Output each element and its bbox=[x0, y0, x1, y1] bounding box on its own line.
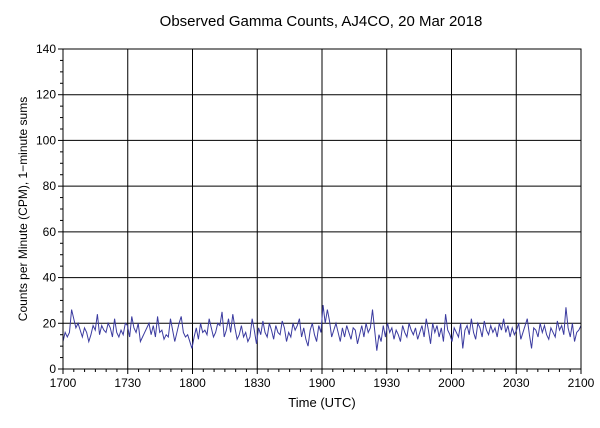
y-tick-label: 60 bbox=[43, 225, 57, 239]
x-tick-label: 1930 bbox=[373, 376, 400, 390]
chart-title: Observed Gamma Counts, AJ4CO, 20 Mar 201… bbox=[160, 13, 483, 30]
y-tick-label: 40 bbox=[43, 271, 57, 285]
x-tick-label: 1800 bbox=[179, 376, 206, 390]
y-tick-label: 20 bbox=[43, 316, 57, 330]
x-tick-label: 1730 bbox=[114, 376, 141, 390]
x-tick-label: 1700 bbox=[50, 376, 77, 390]
x-tick-label: 2100 bbox=[568, 376, 595, 390]
y-tick-labels: 0 20 40 60 80 100 120 140 bbox=[36, 42, 56, 376]
series-line-gamma bbox=[62, 304, 582, 351]
y-tick-label: 120 bbox=[36, 88, 56, 102]
y-axis-label: Counts per Minute (CPM), 1−minute sums bbox=[16, 97, 30, 321]
x-tick-label: 2030 bbox=[503, 376, 530, 390]
x-tick-label: 2000 bbox=[438, 376, 465, 390]
grid-lines bbox=[63, 49, 581, 369]
x-tick-labels: 1700 1730 1800 1830 1900 1930 2000 2030 2100 bbox=[50, 376, 595, 390]
x-tick-label: 1830 bbox=[244, 376, 271, 390]
x-tick-label: 1900 bbox=[309, 376, 336, 390]
y-tick-label: 0 bbox=[49, 362, 56, 376]
y-tick-label: 140 bbox=[36, 42, 56, 56]
y-tick-label: 80 bbox=[43, 179, 57, 193]
y-tick-label: 100 bbox=[36, 133, 56, 147]
x-axis-label: Time (UTC) bbox=[288, 395, 355, 410]
axis-ticks bbox=[58, 48, 582, 374]
